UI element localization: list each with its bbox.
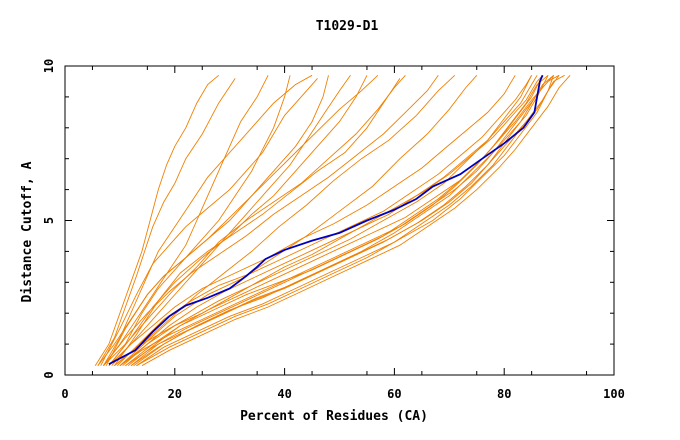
model-curve-16 (130, 74, 554, 367)
model-curve-12 (111, 75, 351, 366)
model-curve-9 (108, 75, 406, 366)
x-axis-label: Percent of Residues (CA) (240, 409, 428, 424)
model-curve-2 (97, 78, 236, 366)
y-tick-label-0: 0 (42, 371, 56, 378)
model-curve-13 (103, 75, 269, 366)
model-curve-28 (114, 75, 533, 367)
y-tick-label-5: 5 (42, 217, 56, 224)
model-curve-27 (103, 75, 439, 366)
model-curve-10 (114, 74, 456, 367)
model-curve-1 (94, 74, 219, 366)
x-tick-label-0: 0 (61, 387, 68, 401)
series-layer (94, 74, 571, 367)
x-tick-label-80: 80 (497, 387, 511, 401)
model-curve-17 (127, 74, 560, 367)
y-axis-label: Distance Cutoff, A (20, 161, 35, 302)
x-tick-label-20: 20 (168, 387, 182, 401)
model-curve-30 (119, 75, 549, 367)
x-tick-label-100: 100 (603, 387, 625, 401)
model-curve-6 (108, 75, 368, 366)
highlighted-model-curve (108, 74, 544, 365)
model-curve-4 (100, 78, 318, 366)
model-curve-19 (122, 75, 538, 367)
model-curve-7 (103, 75, 291, 367)
model-curve-8 (114, 78, 401, 366)
model-curve-24 (133, 75, 554, 367)
x-tick-label-60: 60 (387, 387, 401, 401)
model-curve-26 (97, 74, 379, 366)
model-curve-15 (125, 74, 549, 367)
model-curve-20 (130, 75, 560, 367)
model-curve-14 (119, 74, 543, 367)
chart-title: T1029-D1 (316, 19, 379, 34)
model-curve-25 (108, 75, 516, 367)
x-tick-label-40: 40 (277, 387, 291, 401)
y-tick-label-10: 10 (42, 59, 56, 73)
model-curve-3 (103, 74, 313, 366)
ticks-layer: 0 20 40 60 80 100 0 5 10 (42, 59, 625, 401)
model-curve-22 (116, 75, 532, 367)
model-curve-29 (136, 75, 555, 367)
model-curve-23 (125, 75, 544, 367)
model-curve-21 (141, 75, 571, 367)
model-curve-11 (119, 75, 478, 367)
